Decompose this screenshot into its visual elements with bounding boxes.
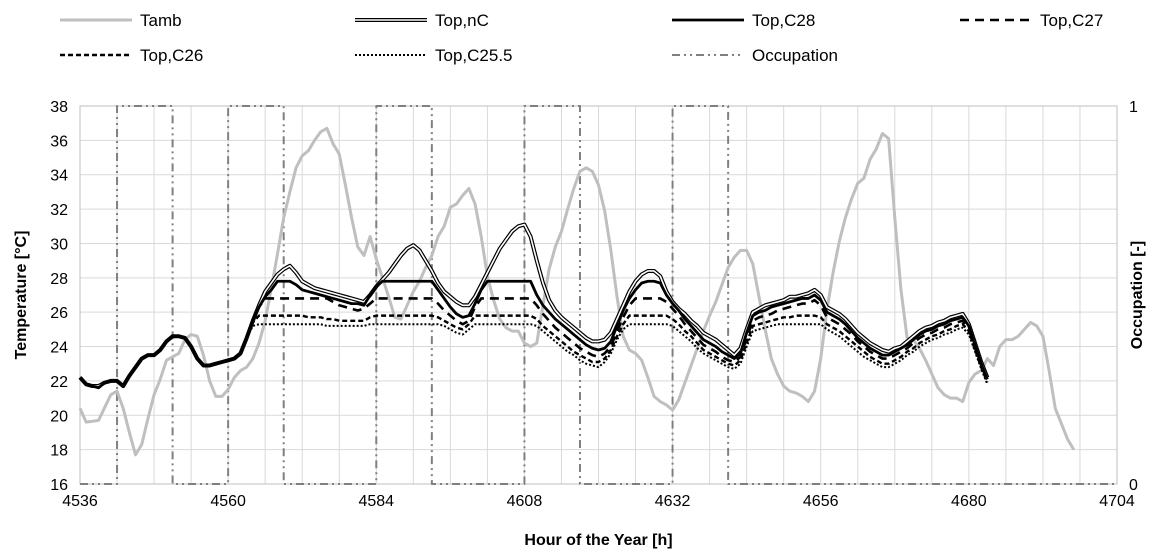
- series-line-occupation: [80, 105, 1117, 485]
- y-tick-label: 32: [50, 202, 68, 219]
- y-tick-label: 20: [50, 408, 68, 425]
- legend-label: Occupation: [752, 46, 838, 65]
- y-tick-label: 18: [50, 443, 68, 460]
- x-axis-title: Hour of the Year [h]: [524, 532, 672, 549]
- x-tick-label: 4584: [358, 493, 394, 510]
- y-tick-label: 22: [50, 374, 68, 391]
- legend-item-occupation: Occupation: [672, 46, 838, 65]
- y-tick-label: 26: [50, 305, 68, 322]
- y-tick-label: 38: [50, 99, 68, 116]
- legend: Tamb Top,nC Top,C28 Top,C27 Top,C26 Top,C25.5…: [60, 11, 1103, 65]
- legend-label: Top,C27: [1040, 11, 1103, 30]
- x-tick-label: 4560: [210, 493, 246, 510]
- plot-frame: [79, 105, 1118, 485]
- legend-item-top-nc: Top,nC: [355, 11, 489, 30]
- legend-label: Top,C26: [140, 46, 203, 65]
- y2-axis-ticks: 01: [1129, 99, 1138, 494]
- gridlines: [80, 105, 1117, 485]
- legend-item-top-c27: Top,C27: [960, 11, 1103, 30]
- legend-item-top-c25-5: Top,C25.5: [355, 46, 513, 65]
- y-tick-label: 36: [50, 133, 68, 150]
- y-tick-label: 24: [50, 340, 68, 357]
- x-tick-label: 4608: [507, 493, 543, 510]
- x-tick-label: 4704: [1099, 493, 1135, 510]
- series-line-top-c26: [79, 314, 989, 389]
- legend-item-tamb: Tamb: [60, 11, 182, 30]
- legend-item-top-c26: Top,C26: [60, 46, 203, 65]
- x-tick-label: 4656: [803, 493, 839, 510]
- y-axis-ticks: 16 18 20 22 24 26 28 30 32 34 36 38: [50, 99, 68, 494]
- y-tick-label: 16: [50, 477, 68, 494]
- series-line-top-c28: [78, 279, 989, 390]
- x-tick-label: 4632: [655, 493, 691, 510]
- x-tick-label: 4536: [62, 493, 98, 510]
- x-axis-ticks: 4536 4560 4584 4608 4632 4656 4680 4704: [62, 493, 1135, 510]
- y-axis-title: Temperature [°C]: [13, 231, 30, 360]
- legend-label: Top,C28: [752, 11, 815, 30]
- legend-label: Tamb: [140, 11, 182, 30]
- y2-axis-title: Occupation [-]: [1129, 241, 1146, 349]
- series-layer: [78, 105, 1117, 485]
- legend-item-top-c28: Top,C28: [672, 11, 815, 30]
- y-tick-label: 28: [50, 271, 68, 288]
- y-tick-label: 34: [50, 168, 68, 185]
- x-tick-label: 4680: [951, 493, 987, 510]
- legend-label: Top,C25.5: [435, 46, 513, 65]
- y2-tick-label: 0: [1129, 477, 1138, 494]
- y-tick-label: 30: [50, 236, 68, 253]
- series-line-tamb: [78, 126, 1076, 457]
- series-line-top-c25-5: [79, 323, 989, 389]
- legend-label: Top,nC: [435, 11, 489, 30]
- y2-tick-label: 1: [1129, 99, 1138, 116]
